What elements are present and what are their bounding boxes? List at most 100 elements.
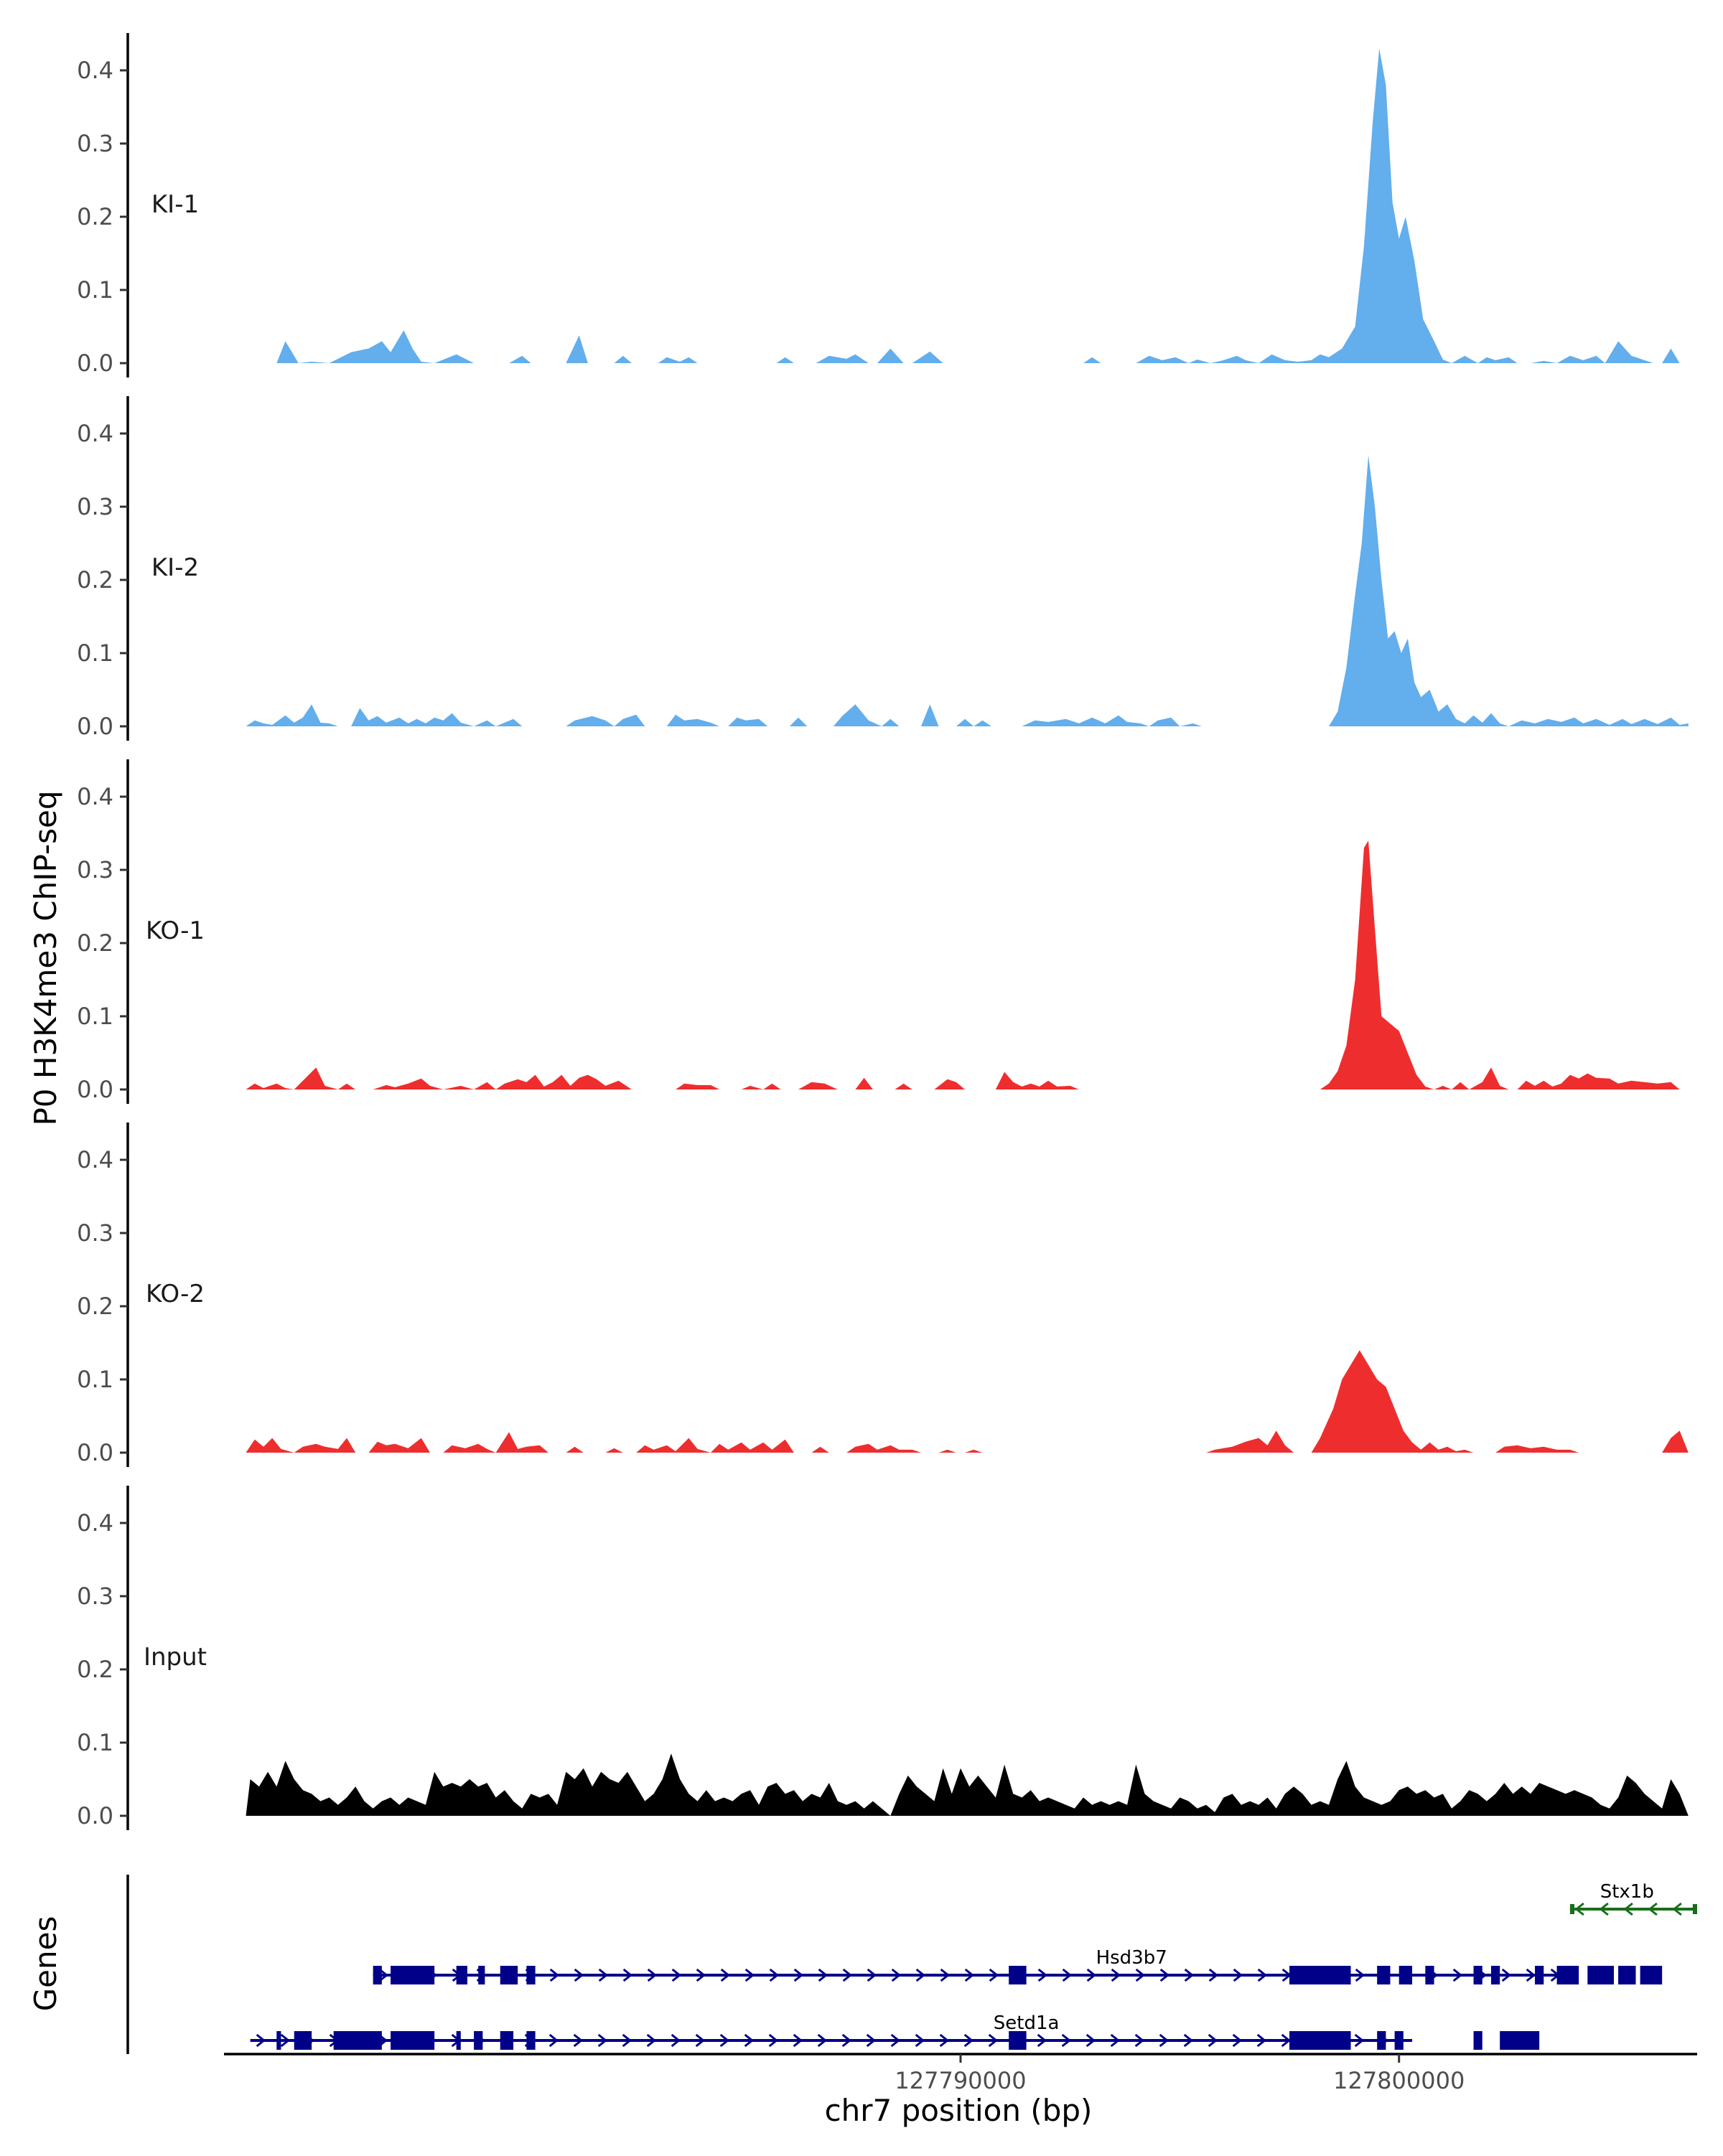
- strand-arrow: [1623, 1902, 1633, 1916]
- strand-arrow: [793, 2033, 803, 2048]
- strand-arrow: [1037, 2033, 1047, 2048]
- y-tick-label: 0.0: [77, 1802, 113, 1829]
- gene-exon: [333, 2031, 382, 2050]
- y-tick-label: 0.2: [77, 203, 113, 230]
- strand-arrow: [1257, 1968, 1268, 1982]
- strand-arrow: [574, 1968, 584, 1982]
- strand-arrow: [1281, 2033, 1292, 2048]
- coverage-area-ko-2: [246, 1350, 1689, 1453]
- strand-arrow: [1208, 2033, 1218, 2048]
- gene-exon: [1394, 2031, 1404, 2050]
- gene-exon: [1535, 1966, 1544, 1984]
- strand-arrow: [1184, 1968, 1195, 1982]
- gene-exon: [1289, 1966, 1351, 1984]
- y-tick-label: 0.2: [77, 929, 113, 957]
- y-tick-label: 0.0: [77, 1439, 113, 1466]
- strand-arrow: [1086, 1968, 1097, 1982]
- strand-arrow: [891, 1968, 902, 1982]
- y-tick-label: 0.1: [77, 1003, 113, 1030]
- gene-name-label: Stx1b: [1600, 1881, 1654, 1903]
- y-tick-label: 0.1: [77, 639, 113, 667]
- strand-arrow: [744, 1968, 755, 1982]
- strand-arrow: [696, 1968, 706, 1982]
- strand-arrow: [915, 2033, 925, 2048]
- track-name-label: KI-2: [151, 553, 199, 582]
- strand-arrow: [719, 2033, 730, 2048]
- track-ki-2: 0.0 0.1 0.2 0.3 0.4 KI-2: [77, 396, 1689, 741]
- gene-exon: [1587, 1966, 1614, 1984]
- gene-exon: [1399, 1966, 1413, 1984]
- x-axis: 127790000 127800000: [224, 2053, 1697, 2094]
- gene-exon: [294, 2031, 312, 2050]
- y-tick-label: 0.3: [77, 1219, 113, 1247]
- strand-arrow: [1159, 1968, 1170, 1982]
- strand-arrow: [1256, 2033, 1267, 2048]
- y-tick-label: 0.4: [77, 420, 113, 447]
- strand-arrow: [549, 1968, 560, 1982]
- strand-arrow: [1232, 2033, 1243, 2048]
- track-name-label: KO-2: [146, 1280, 205, 1308]
- gene-exon: [373, 1966, 382, 1984]
- gene-exon: [478, 1966, 485, 1984]
- gene-hsd3b7: Hsd3b7: [373, 1947, 1663, 1984]
- gene-setd1a: Setd1a: [250, 2012, 1540, 2050]
- tracks-layer: 0.00.10.20.30.4KI-10.00.10.20.30.4KI-20.…: [77, 33, 1689, 1830]
- track-name-label: KO-1: [146, 917, 205, 945]
- y-tick-label: 0.1: [77, 1729, 113, 1756]
- strand-arrow: [1355, 1968, 1365, 1982]
- strand-arrow: [622, 2033, 632, 2048]
- strand-arrow: [646, 2033, 657, 2048]
- strand-arrow: [940, 1968, 951, 1982]
- strand-arrow: [671, 2033, 681, 2048]
- gene-exon: [474, 2031, 483, 2050]
- gene-exon: [1009, 1966, 1027, 1984]
- gene-exon: [1618, 1966, 1636, 1984]
- gene-exon: [1569, 1904, 1574, 1914]
- track-ki-1: 0.0 0.1 0.2 0.3 0.4 KI-1: [77, 33, 1680, 378]
- strand-arrow: [866, 2033, 877, 2048]
- gene-exon: [1692, 1904, 1697, 1914]
- strand-arrow: [548, 2033, 559, 2048]
- y-tick-label: 0.0: [77, 350, 113, 377]
- strand-arrow: [647, 1968, 658, 1982]
- strand-arrow: [1208, 1968, 1219, 1982]
- y-tick-label: 0.4: [77, 1146, 113, 1173]
- strand-arrow: [1159, 2033, 1169, 2048]
- strand-arrow: [1110, 2033, 1121, 2048]
- strand-arrow: [1574, 1902, 1584, 1916]
- strand-arrow: [1061, 2033, 1072, 2048]
- gene-exon: [1473, 2031, 1482, 2050]
- gene-exon: [1377, 2031, 1386, 2050]
- gene-exon: [526, 1966, 536, 1984]
- strand-arrow: [598, 1968, 609, 1982]
- y-tick-label: 0.2: [77, 1656, 113, 1683]
- strand-arrow: [671, 1968, 682, 1982]
- coverage-area-input: [246, 1753, 1689, 1816]
- strand-arrow: [1501, 1968, 1512, 1982]
- strand-arrow: [989, 1968, 999, 1982]
- gene-exon: [1377, 1966, 1391, 1984]
- gene-exon: [526, 2031, 536, 2050]
- strand-arrow: [597, 2033, 608, 2048]
- gene-name-label: Setd1a: [994, 2012, 1060, 2034]
- strand-arrow: [890, 2033, 901, 2048]
- strand-arrow: [1183, 2033, 1194, 2048]
- strand-arrow: [573, 2033, 584, 2048]
- y-tick-label: 0.4: [77, 1509, 113, 1537]
- y-tick-label: 0.1: [77, 1366, 113, 1393]
- coverage-area-ki-1: [276, 48, 1680, 364]
- strand-arrow: [1354, 2033, 1365, 2048]
- strand-arrow: [768, 2033, 779, 2048]
- strand-arrow: [769, 1968, 780, 1982]
- y-tick-label: 0.3: [77, 130, 113, 157]
- gene-exon: [500, 1966, 518, 1984]
- gene-exon: [1473, 1966, 1482, 1984]
- strand-arrow: [720, 1968, 731, 1982]
- gene-exon: [1425, 1966, 1434, 1984]
- strand-arrow: [622, 1968, 633, 1982]
- x-tick-label: 127790000: [895, 2067, 1026, 2094]
- strand-arrow: [818, 1968, 828, 1982]
- strand-arrow: [1233, 1968, 1243, 1982]
